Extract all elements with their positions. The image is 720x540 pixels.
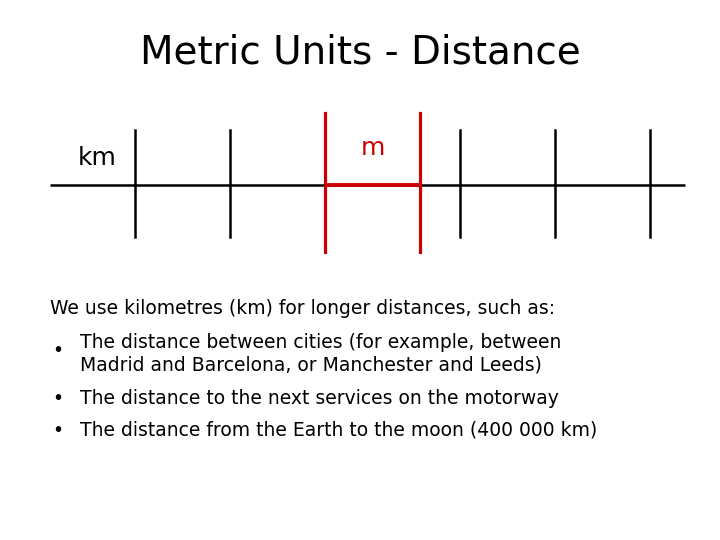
Text: •: •	[53, 341, 63, 360]
Text: The distance to the next services on the motorway: The distance to the next services on the…	[80, 388, 559, 408]
Text: The distance between cities (for example, between: The distance between cities (for example…	[80, 334, 562, 353]
Text: We use kilometres (km) for longer distances, such as:: We use kilometres (km) for longer distan…	[50, 299, 555, 318]
Text: Metric Units - Distance: Metric Units - Distance	[140, 33, 580, 71]
Text: •: •	[53, 421, 63, 440]
Text: •: •	[53, 388, 63, 408]
Text: m: m	[360, 136, 384, 160]
Text: Madrid and Barcelona, or Manchester and Leeds): Madrid and Barcelona, or Manchester and …	[80, 355, 542, 375]
Text: The distance from the Earth to the moon (400 000 km): The distance from the Earth to the moon …	[80, 421, 598, 440]
Text: km: km	[78, 146, 117, 170]
